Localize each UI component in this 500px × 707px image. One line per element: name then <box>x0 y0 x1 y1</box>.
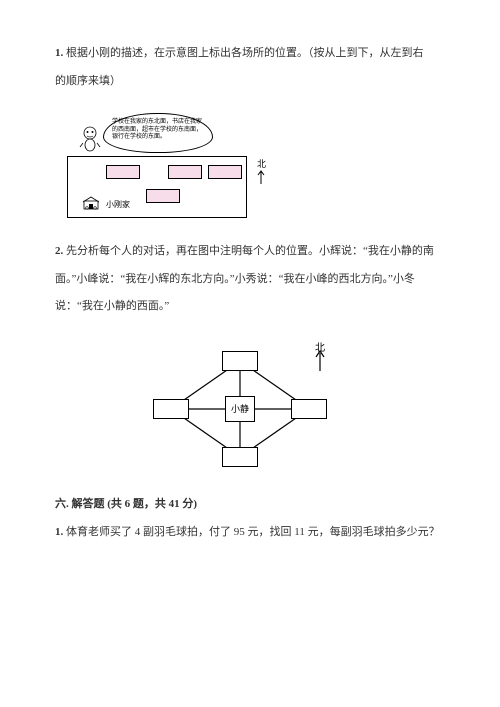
node-north <box>222 351 258 371</box>
map-rectangle: 北 小刚家 <box>67 156 247 218</box>
figure-1-map: 学校在我家的东北面，书店在我家的西南面，超市在学校的东南面，银行在学校的东面。 … <box>67 105 262 220</box>
cartoon-character <box>79 125 101 153</box>
s6-q1-body: 体育老师买了 4 副羽毛球拍，付了 95 元，找回 11 元，每副羽毛球拍多少元… <box>66 526 440 538</box>
home-label: 小刚家 <box>106 199 130 210</box>
question-2-text: 2. 先分析每个人的对话，再在图中注明每个人的位置。小辉说：“我在小静的南面。”… <box>55 238 445 321</box>
speech-bubble: 学校在我家的东北面，书店在我家的西南面，超市在学校的东南面，银行在学校的东面。 <box>103 113 213 153</box>
question-1-text: 1. 根据小刚的描述，在示意图上标出各场所的位置。（按从上到下，从左到右 <box>55 40 445 68</box>
home-icon <box>82 196 100 210</box>
speech-row: 学校在我家的东北面，书店在我家的西南面，超市在学校的东南面，银行在学校的东面。 <box>67 105 262 153</box>
q2-body: 先分析每个人的对话，再在图中注明每个人的位置。小辉说：“我在小静的南面。”小峰说… <box>55 245 434 312</box>
north-label-2: 北 <box>315 339 325 354</box>
north-label-1: 北 <box>257 159 266 169</box>
q1-line2: 的顺序来填） <box>55 68 445 96</box>
figure-2-diagram: 小静 北 <box>145 339 355 479</box>
node-east <box>291 399 327 419</box>
node-south <box>222 447 258 467</box>
north-indicator-1: 北 <box>257 160 266 184</box>
q2-number: 2. <box>55 245 63 257</box>
location-box-2 <box>168 165 202 179</box>
location-box-3 <box>208 165 242 179</box>
node-west <box>153 399 189 419</box>
q1-line1: 根据小刚的描述，在示意图上标出各场所的位置。（按从上到下，从左到右 <box>66 47 424 59</box>
section-6-title: 六. 解答题 (共 6 题，共 41 分) <box>55 495 445 511</box>
section6-q1: 1. 体育老师买了 4 副羽毛球拍，付了 95 元，找回 11 元，每副羽毛球拍… <box>55 519 445 547</box>
location-box-1 <box>106 165 140 179</box>
s6-q1-number: 1. <box>55 526 63 538</box>
node-center: 小静 <box>225 396 255 422</box>
q1-number: 1. <box>55 47 63 59</box>
location-box-4 <box>146 189 180 203</box>
